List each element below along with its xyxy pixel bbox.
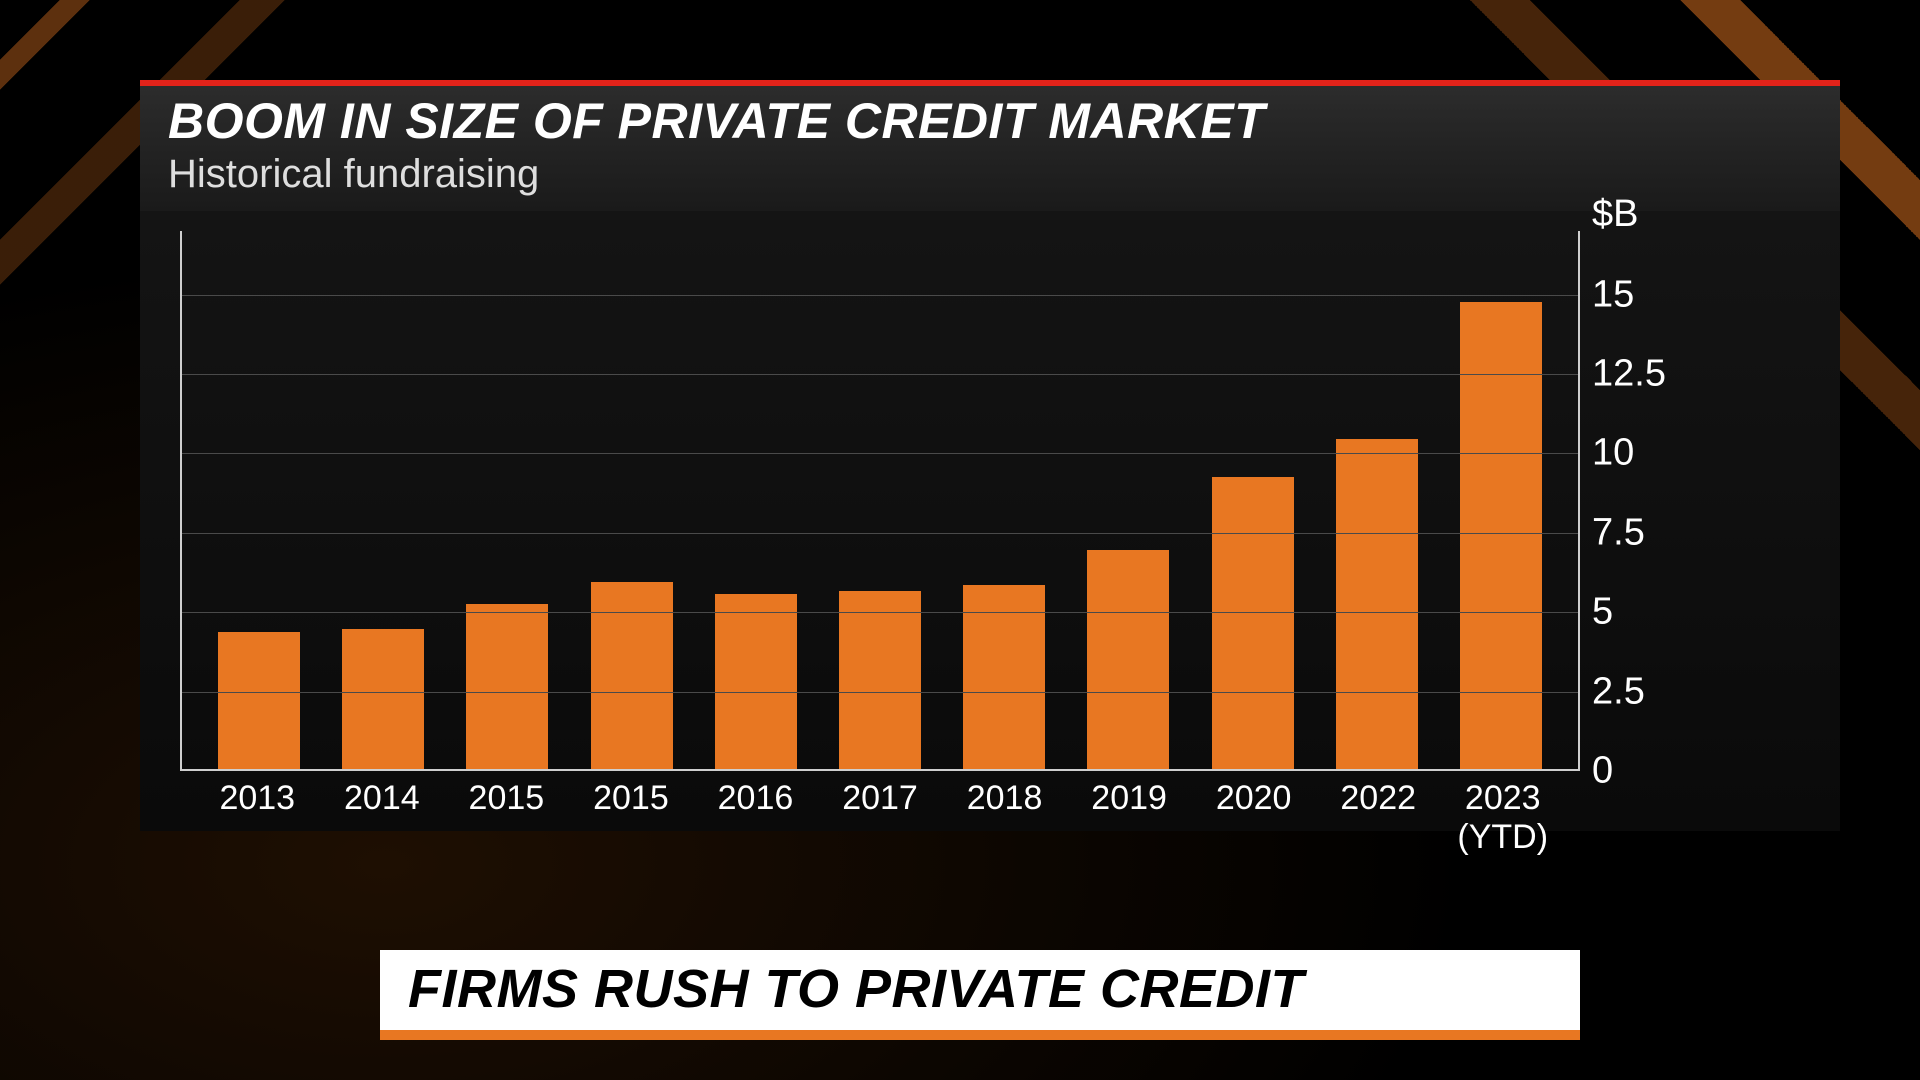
bar <box>466 604 548 769</box>
plot-area <box>180 231 1580 771</box>
chart-title: BOOM IN SIZE OF PRIVATE CREDIT MARKET <box>168 92 1812 150</box>
bar-slot <box>1191 231 1315 769</box>
bar-slot <box>1439 231 1563 769</box>
bar-slot <box>1315 231 1439 769</box>
bar-slot <box>197 231 321 769</box>
bar-slot <box>321 231 445 769</box>
x-tick-label: 2023(YTD) <box>1440 779 1565 857</box>
x-tick-label: 2015 <box>569 779 694 857</box>
x-axis-labels: 2013201420152015201620172018201920202022… <box>180 779 1580 857</box>
bars-container <box>182 231 1578 769</box>
x-tick-label: 2015 <box>444 779 569 857</box>
bar-slot <box>1066 231 1190 769</box>
y-tick-label: 7.5 <box>1592 511 1645 554</box>
x-tick-label: 2017 <box>818 779 943 857</box>
chart-header: BOOM IN SIZE OF PRIVATE CREDIT MARKET Hi… <box>140 80 1840 211</box>
bar-slot <box>570 231 694 769</box>
chart-subtitle: Historical fundraising <box>168 152 1812 197</box>
lower-third-bar: FIRMS RUSH TO PRIVATE CREDIT <box>380 950 1580 1030</box>
x-tick-label: 2018 <box>942 779 1067 857</box>
bar-slot <box>818 231 942 769</box>
bar <box>839 591 921 769</box>
bar <box>591 582 673 769</box>
gridline <box>182 295 1578 296</box>
lower-third: FIRMS RUSH TO PRIVATE CREDIT <box>380 950 1580 1040</box>
y-tick-label: 2.5 <box>1592 670 1645 713</box>
x-tick-label: 2022 <box>1316 779 1441 857</box>
x-tick-label: 2016 <box>693 779 818 857</box>
lower-third-text: FIRMS RUSH TO PRIVATE CREDIT <box>408 958 1552 1020</box>
bar <box>1087 550 1169 769</box>
y-tick-label: 10 <box>1592 432 1634 475</box>
x-tick-label: 2020 <box>1191 779 1316 857</box>
lower-third-accent <box>380 1030 1580 1040</box>
gridline <box>182 453 1578 454</box>
gridline <box>182 692 1578 693</box>
gridline <box>182 533 1578 534</box>
y-tick-label: 5 <box>1592 591 1613 634</box>
y-tick-label: 15 <box>1592 273 1634 316</box>
y-tick-label: 0 <box>1592 750 1613 793</box>
gridline <box>182 612 1578 613</box>
bar <box>1460 302 1542 769</box>
bar <box>342 629 424 769</box>
chart-panel: BOOM IN SIZE OF PRIVATE CREDIT MARKET Hi… <box>140 80 1840 831</box>
y-tick-label: 12.5 <box>1592 352 1666 395</box>
bar <box>218 632 300 769</box>
gridline <box>182 374 1578 375</box>
y-axis-unit: $B <box>1592 193 1638 236</box>
bar <box>1336 439 1418 769</box>
bar-slot <box>942 231 1066 769</box>
x-tick-label: 2013 <box>195 779 320 857</box>
y-axis-labels: 02.557.51012.515 <box>1592 231 1712 771</box>
bar-slot <box>694 231 818 769</box>
bar-slot <box>445 231 569 769</box>
bar <box>715 594 797 769</box>
chart-area: $B 02.557.51012.515 20132014201520152016… <box>140 211 1840 831</box>
x-tick-label: 2019 <box>1067 779 1192 857</box>
x-tick-label: 2014 <box>320 779 445 857</box>
bar <box>1212 477 1294 769</box>
